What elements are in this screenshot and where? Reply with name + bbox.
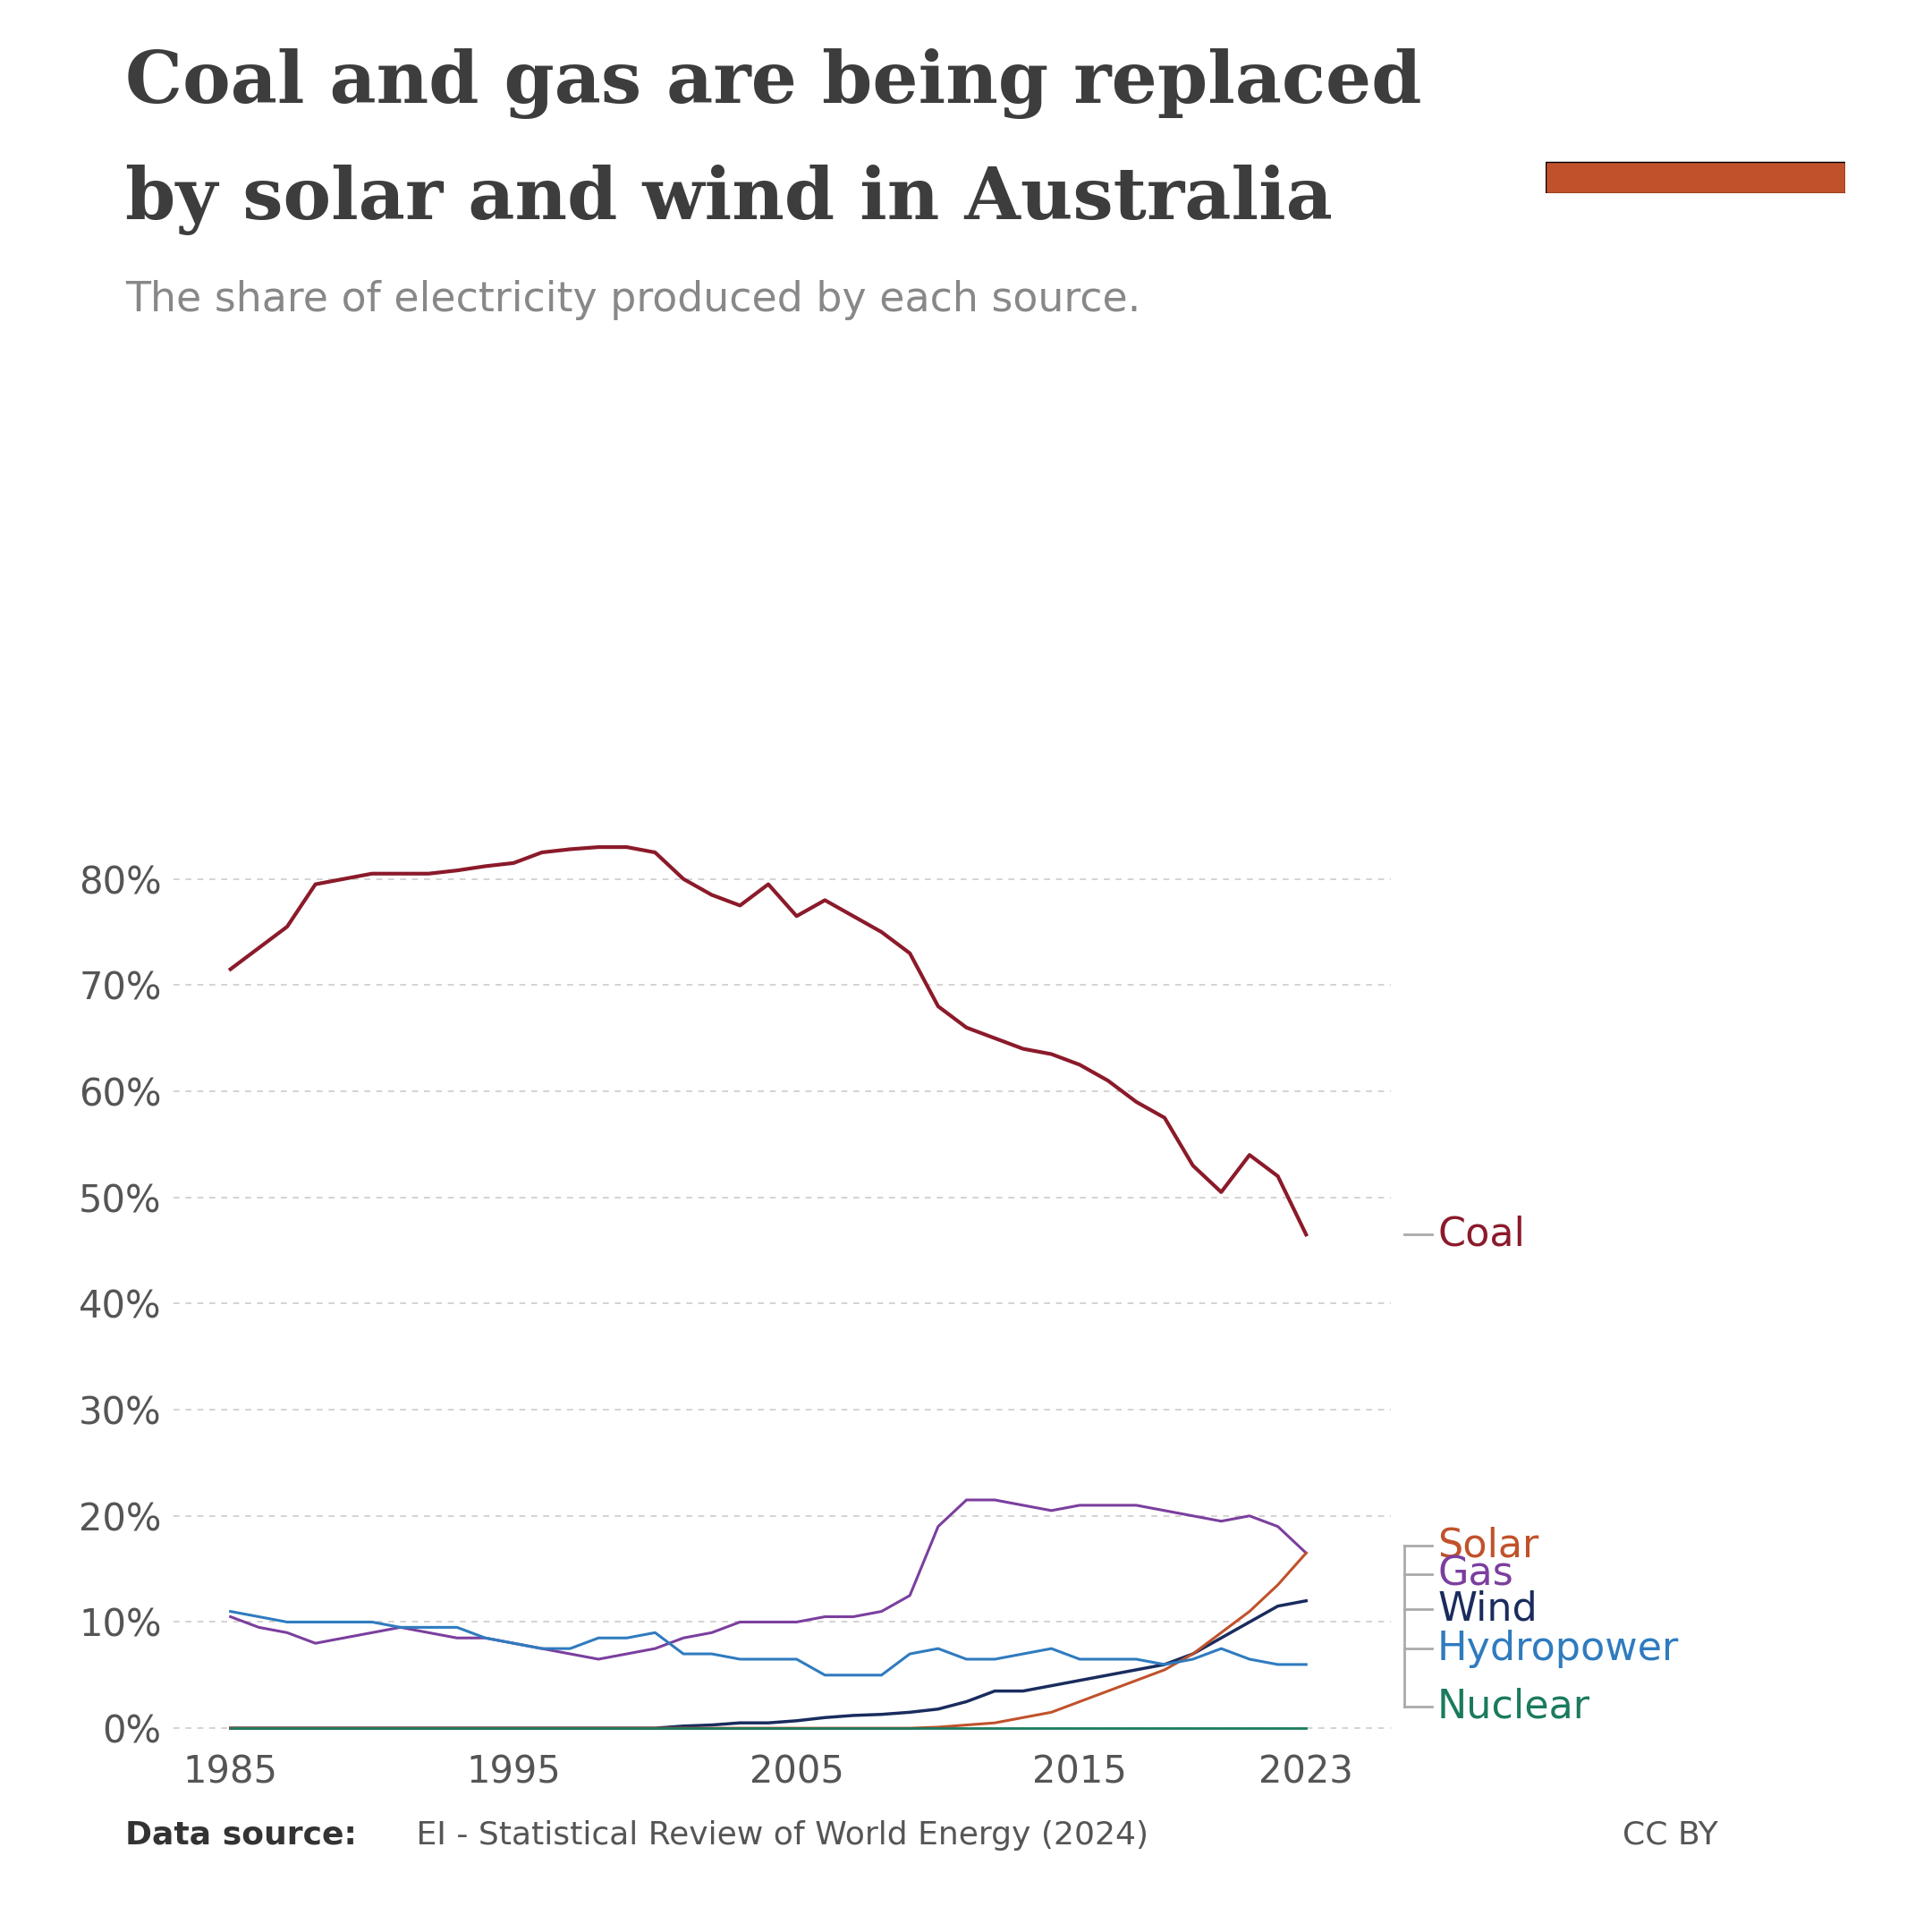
Text: Data source:: Data source: <box>126 1820 357 1851</box>
Text: CC BY: CC BY <box>1623 1820 1718 1851</box>
Text: Nuclear: Nuclear <box>1437 1689 1590 1725</box>
Text: Wind: Wind <box>1437 1590 1538 1629</box>
Text: Gas: Gas <box>1437 1555 1513 1594</box>
FancyBboxPatch shape <box>1546 162 1845 193</box>
Text: Our World: Our World <box>1609 64 1781 95</box>
Text: Solar: Solar <box>1437 1526 1538 1565</box>
Text: in Data: in Data <box>1634 112 1756 141</box>
Text: The share of electricity produced by each source.: The share of electricity produced by eac… <box>126 280 1142 321</box>
Text: by solar and wind in Australia: by solar and wind in Australia <box>126 164 1333 236</box>
Text: Hydropower: Hydropower <box>1437 1629 1679 1667</box>
Text: Coal: Coal <box>1437 1215 1524 1254</box>
Text: Coal and gas are being replaced: Coal and gas are being replaced <box>126 48 1422 120</box>
Text: EI - Statistical Review of World Energy (2024): EI - Statistical Review of World Energy … <box>406 1820 1148 1851</box>
